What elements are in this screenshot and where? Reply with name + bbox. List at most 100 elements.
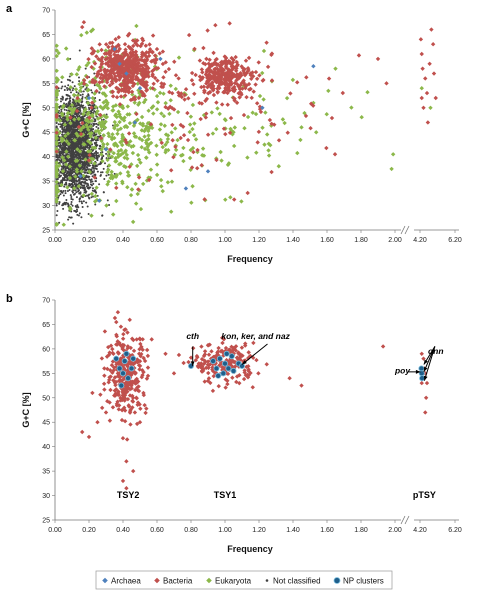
data-point: [68, 115, 73, 120]
data-point: [237, 352, 243, 358]
data-point: [78, 174, 83, 179]
data-point: [95, 108, 100, 114]
cluster-label: TSY1: [214, 490, 237, 500]
data-point: [173, 147, 179, 153]
data-point: [90, 168, 93, 171]
data-point: [236, 84, 241, 89]
data-point: [126, 173, 132, 178]
data-point: [159, 84, 164, 89]
data-point: [74, 169, 80, 174]
data-point: [152, 75, 158, 81]
data-point: [122, 42, 128, 47]
data-point: [91, 48, 97, 54]
data-point: [284, 95, 290, 101]
data-point: [59, 136, 64, 141]
x-tick-label: 1.60: [320, 237, 334, 244]
data-point: [85, 88, 90, 93]
data-point: [135, 191, 140, 197]
data-point: [234, 64, 239, 69]
data-point: [169, 130, 174, 135]
data-point: [419, 351, 424, 356]
data-point: [260, 105, 265, 110]
y-tick-label: 45: [42, 420, 50, 427]
data-point: [163, 60, 168, 65]
data-point: [68, 160, 71, 163]
data-point: [160, 188, 165, 194]
panel-label: b: [6, 293, 13, 305]
data-point: [55, 88, 59, 94]
data-point: [81, 184, 84, 187]
data-point: [55, 193, 59, 199]
data-point: [93, 72, 96, 75]
data-point: [72, 222, 75, 225]
data-point: [205, 343, 211, 348]
data-point: [229, 344, 234, 349]
data-point: [256, 60, 261, 65]
data-point: [70, 180, 73, 183]
data-point: [99, 152, 104, 157]
data-point: [77, 137, 80, 140]
data-point: [71, 108, 76, 113]
data-point: [68, 75, 71, 78]
data-point: [85, 166, 88, 169]
x-tick-label: 1.20: [252, 237, 266, 244]
data-point: [105, 55, 110, 61]
data-point: [237, 86, 243, 92]
data-point: [81, 106, 84, 109]
data-point: [70, 195, 73, 198]
data-point: [122, 124, 127, 130]
data-point: [146, 53, 152, 59]
data-point: [65, 129, 68, 132]
data-point: [110, 61, 116, 67]
data-point: [78, 120, 81, 123]
data-point: [65, 121, 68, 124]
data-point: [55, 136, 59, 141]
data-point: [214, 80, 219, 85]
data-point: [128, 74, 133, 79]
data-point: [86, 56, 91, 62]
data-point: [147, 150, 152, 155]
data-point: [92, 175, 97, 180]
data-point: [172, 59, 177, 64]
data-point: [142, 81, 147, 86]
data-point: [419, 86, 424, 91]
data-point: [250, 385, 255, 390]
data-point: [221, 337, 227, 342]
data-point: [276, 164, 282, 169]
data-point: [78, 111, 81, 114]
data-point: [127, 393, 133, 398]
data-point: [158, 177, 164, 183]
data-point: [269, 51, 275, 56]
data-point: [242, 368, 247, 373]
data-point: [75, 113, 78, 116]
data-point: [71, 89, 74, 92]
data-point: [232, 88, 237, 94]
data-point: [144, 406, 149, 411]
data-point: [135, 71, 140, 76]
annotation-label: onn: [428, 346, 444, 356]
data-point: [84, 63, 89, 68]
data-point: [68, 147, 71, 150]
data-point: [234, 59, 239, 65]
data-point: [73, 145, 76, 148]
data-point: [64, 98, 67, 101]
data-point: [70, 128, 73, 131]
data-point: [122, 367, 127, 373]
data-point: [158, 56, 163, 62]
data-point: [243, 58, 249, 63]
data-point: [74, 113, 77, 116]
data-point: [123, 62, 128, 67]
data-point: [62, 190, 65, 193]
data-point: [125, 389, 130, 394]
data-point: [185, 110, 190, 116]
data-point: [82, 146, 85, 149]
data-point: [84, 83, 90, 88]
data-point: [189, 78, 195, 83]
data-point: [205, 68, 211, 73]
data-point: [210, 365, 215, 370]
data-point: [210, 80, 215, 85]
data-point: [98, 112, 103, 118]
data-point: [214, 100, 219, 105]
data-point: [55, 97, 59, 102]
data-point: [212, 60, 217, 65]
